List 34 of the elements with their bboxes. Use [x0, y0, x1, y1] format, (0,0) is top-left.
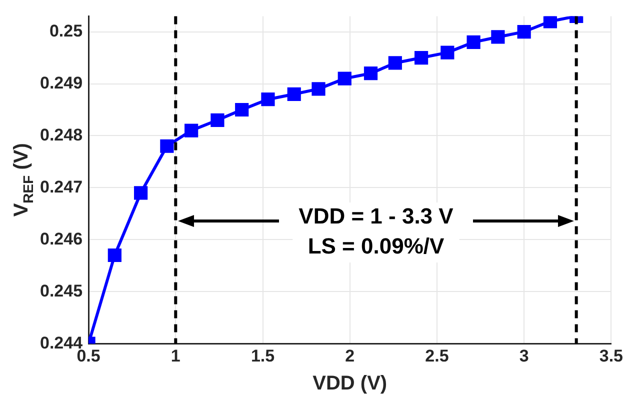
- point: [108, 248, 122, 262]
- point: [287, 87, 301, 101]
- x-tick-label: 3: [519, 346, 529, 366]
- y-tick-label: 0.247: [40, 177, 83, 196]
- y-tick-label: 0.25: [49, 21, 83, 40]
- point: [235, 102, 249, 117]
- point: [414, 50, 428, 65]
- point: [312, 82, 326, 96]
- x-tick-label: 1.5: [250, 346, 275, 366]
- point: [466, 35, 480, 49]
- point: [543, 16, 558, 28]
- x-tick-label: 2.5: [425, 346, 449, 366]
- point: [160, 139, 174, 153]
- point: [134, 186, 148, 200]
- point: [388, 56, 402, 70]
- annotation: LS = 0.09%/V: [308, 234, 444, 259]
- x-tick-label: 3.5: [599, 346, 624, 366]
- point: [184, 124, 198, 138]
- y-tick-label: 0.248: [40, 125, 83, 144]
- x-tick-label: 1: [170, 346, 180, 366]
- point: [210, 113, 224, 127]
- x-tick-label: 2: [345, 346, 355, 366]
- point: [364, 66, 378, 80]
- y-tick-label: 0.246: [40, 229, 83, 248]
- y-tick-label: 0.245: [40, 281, 83, 300]
- point: [517, 24, 531, 39]
- y-axis-title: VREF (V): [10, 143, 36, 217]
- x-axis-title: VDD (V): [312, 372, 388, 395]
- point: [261, 92, 275, 106]
- point: [440, 46, 454, 60]
- y-tick-label: 0.249: [40, 73, 83, 92]
- annotation: VDD = 1 - 3.3 V: [298, 204, 454, 229]
- point: [491, 30, 505, 44]
- point: [338, 72, 352, 86]
